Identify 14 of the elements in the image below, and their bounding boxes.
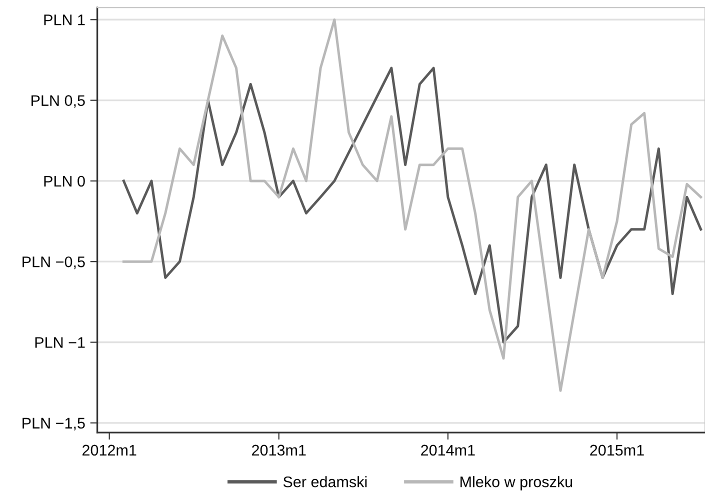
y-tick-label: PLN −1,5 [22, 418, 85, 430]
x-tick-label: 2013m1 [252, 444, 306, 456]
y-tick-label: PLN 0,5 [32, 95, 85, 108]
legend-label: Ser edamski [283, 476, 367, 488]
y-tick-label: PLN −1 [35, 337, 85, 348]
line-series [122, 18, 702, 392]
x-tick-label: 2012m1 [82, 444, 136, 456]
x-tick-label: 2015m1 [590, 444, 644, 456]
line-series [122, 66, 702, 344]
legend-label: Mleko w proszku [460, 476, 572, 490]
y-tick-label: PLN 0 [44, 176, 85, 187]
x-tick-label: 2014m1 [421, 444, 475, 456]
y-tick-label: PLN −0,5 [22, 256, 85, 270]
y-tick-label: PLN 1 [44, 14, 85, 26]
